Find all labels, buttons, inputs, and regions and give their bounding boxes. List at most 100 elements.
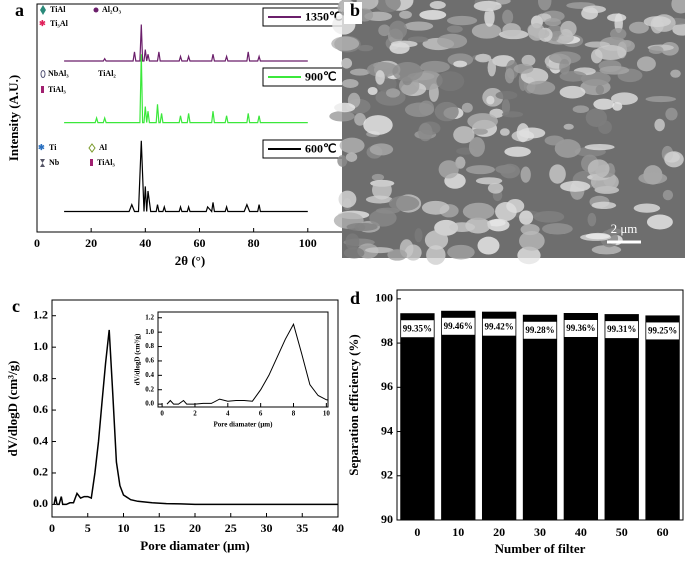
- grain: [366, 62, 399, 78]
- value-label-bg: [401, 320, 434, 338]
- y-tick-label: 94: [381, 423, 393, 437]
- symbol: ✱: [38, 143, 45, 152]
- data-line: [64, 140, 308, 213]
- grain: [385, 88, 401, 98]
- scale-bar-label: 2 μm: [611, 221, 638, 236]
- x-tick-label: 20: [189, 521, 201, 535]
- label-box: [344, 2, 362, 24]
- legend-label: 900℃: [305, 69, 336, 83]
- grain: [526, 80, 556, 95]
- grain: [560, 180, 591, 192]
- grain: [495, 201, 517, 222]
- grain: [595, 84, 605, 95]
- grain: [334, 102, 356, 113]
- grain: [375, 207, 400, 214]
- x-axis-title: Pore diamater (μm): [140, 538, 249, 553]
- grain: [404, 21, 434, 31]
- grain: [537, 0, 552, 11]
- symbol: [40, 159, 45, 167]
- grain: [471, 23, 502, 39]
- value-label: 99.42%: [485, 322, 514, 332]
- grain: [473, 0, 502, 12]
- bar: [441, 310, 476, 520]
- grain: [591, 201, 617, 210]
- phase-label: NbAl₃: [48, 69, 69, 78]
- symbol: [41, 86, 44, 93]
- grain: [419, 9, 447, 20]
- grain: [544, 18, 562, 27]
- x-tick-label: 0: [160, 410, 164, 418]
- bar: [563, 313, 599, 520]
- x-tick-label: 8: [292, 410, 296, 418]
- panel-label: a: [15, 0, 24, 20]
- y-tick-label: 0.8: [145, 342, 154, 350]
- grain: [375, 70, 385, 85]
- grain: [670, 69, 681, 78]
- grain: [672, 23, 685, 36]
- grain: [628, 21, 649, 34]
- y-tick-label: 0.0: [33, 496, 48, 510]
- grain: [559, 58, 570, 75]
- grain: [645, 96, 676, 103]
- bar: [481, 311, 517, 520]
- phase-label: TiAl: [50, 5, 66, 14]
- grain: [610, 27, 627, 41]
- value-label-bg: [441, 317, 475, 335]
- x-tick-label: 0: [414, 525, 420, 539]
- legend-label: 1350℃: [305, 9, 342, 23]
- grain: [429, 1, 446, 10]
- y-tick-label: 0.6: [33, 402, 48, 416]
- grain: [437, 33, 468, 49]
- y-tick-label: 0.4: [33, 433, 48, 447]
- grain: [345, 233, 360, 250]
- grain: [521, 54, 536, 67]
- grain: [467, 113, 498, 130]
- symbol: [88, 143, 96, 153]
- y-tick-label: 0.8: [33, 370, 48, 384]
- x-axis-title: Number of filter: [495, 541, 586, 556]
- grain: [388, 195, 420, 211]
- y-tick-label: 1.0: [33, 339, 48, 353]
- x-tick-label: 0: [34, 236, 40, 250]
- symbol: [88, 70, 92, 78]
- y-tick-label: 0.6: [145, 357, 154, 365]
- grain: [434, 101, 459, 122]
- grain: [501, 111, 524, 118]
- grain: [468, 136, 485, 157]
- grain: [495, 90, 518, 100]
- grain: [513, 63, 534, 74]
- phase-legend: TiAl Al₂O₃ ✱ Ti₃Al NbAl₃ TiAl₂ TiAl₃ ✱ T…: [38, 5, 122, 167]
- grain: [338, 190, 357, 208]
- grain: [390, 40, 418, 48]
- grain: [559, 85, 586, 99]
- grain: [354, 113, 366, 126]
- x-tick-label: 60: [657, 525, 669, 539]
- y-axis-title: Intensity (A.U.): [6, 75, 21, 161]
- y-axis-title: Separation efficiency (%): [346, 334, 361, 476]
- x-tick-label: 60: [193, 236, 205, 250]
- grain: [389, 20, 408, 40]
- grain: [484, 7, 495, 27]
- grain: [594, 45, 627, 61]
- x-axis-title: Pore diamater (μm): [214, 421, 274, 429]
- grain: [449, 222, 476, 232]
- y-tick-label: 0.0: [145, 400, 154, 408]
- x-tick-label: 6: [259, 410, 263, 418]
- grain: [643, 16, 672, 28]
- grain: [475, 177, 503, 185]
- grain: [424, 230, 449, 250]
- x-tick-label: 40: [575, 525, 587, 539]
- y-tick-label: 1.2: [145, 313, 154, 321]
- inset-clip: [166, 322, 328, 405]
- grain: [404, 244, 422, 261]
- grain: [365, 247, 394, 254]
- y-tick-label: 92: [381, 468, 393, 482]
- y-tick-label: 0.2: [145, 385, 154, 393]
- symbol: [40, 5, 46, 15]
- grain: [599, 65, 630, 75]
- value-label: 99.35%: [403, 323, 432, 333]
- plot-frame: [396, 289, 684, 521]
- grain: [572, 105, 589, 114]
- value-label-bg: [646, 322, 679, 340]
- grain: [346, 222, 378, 232]
